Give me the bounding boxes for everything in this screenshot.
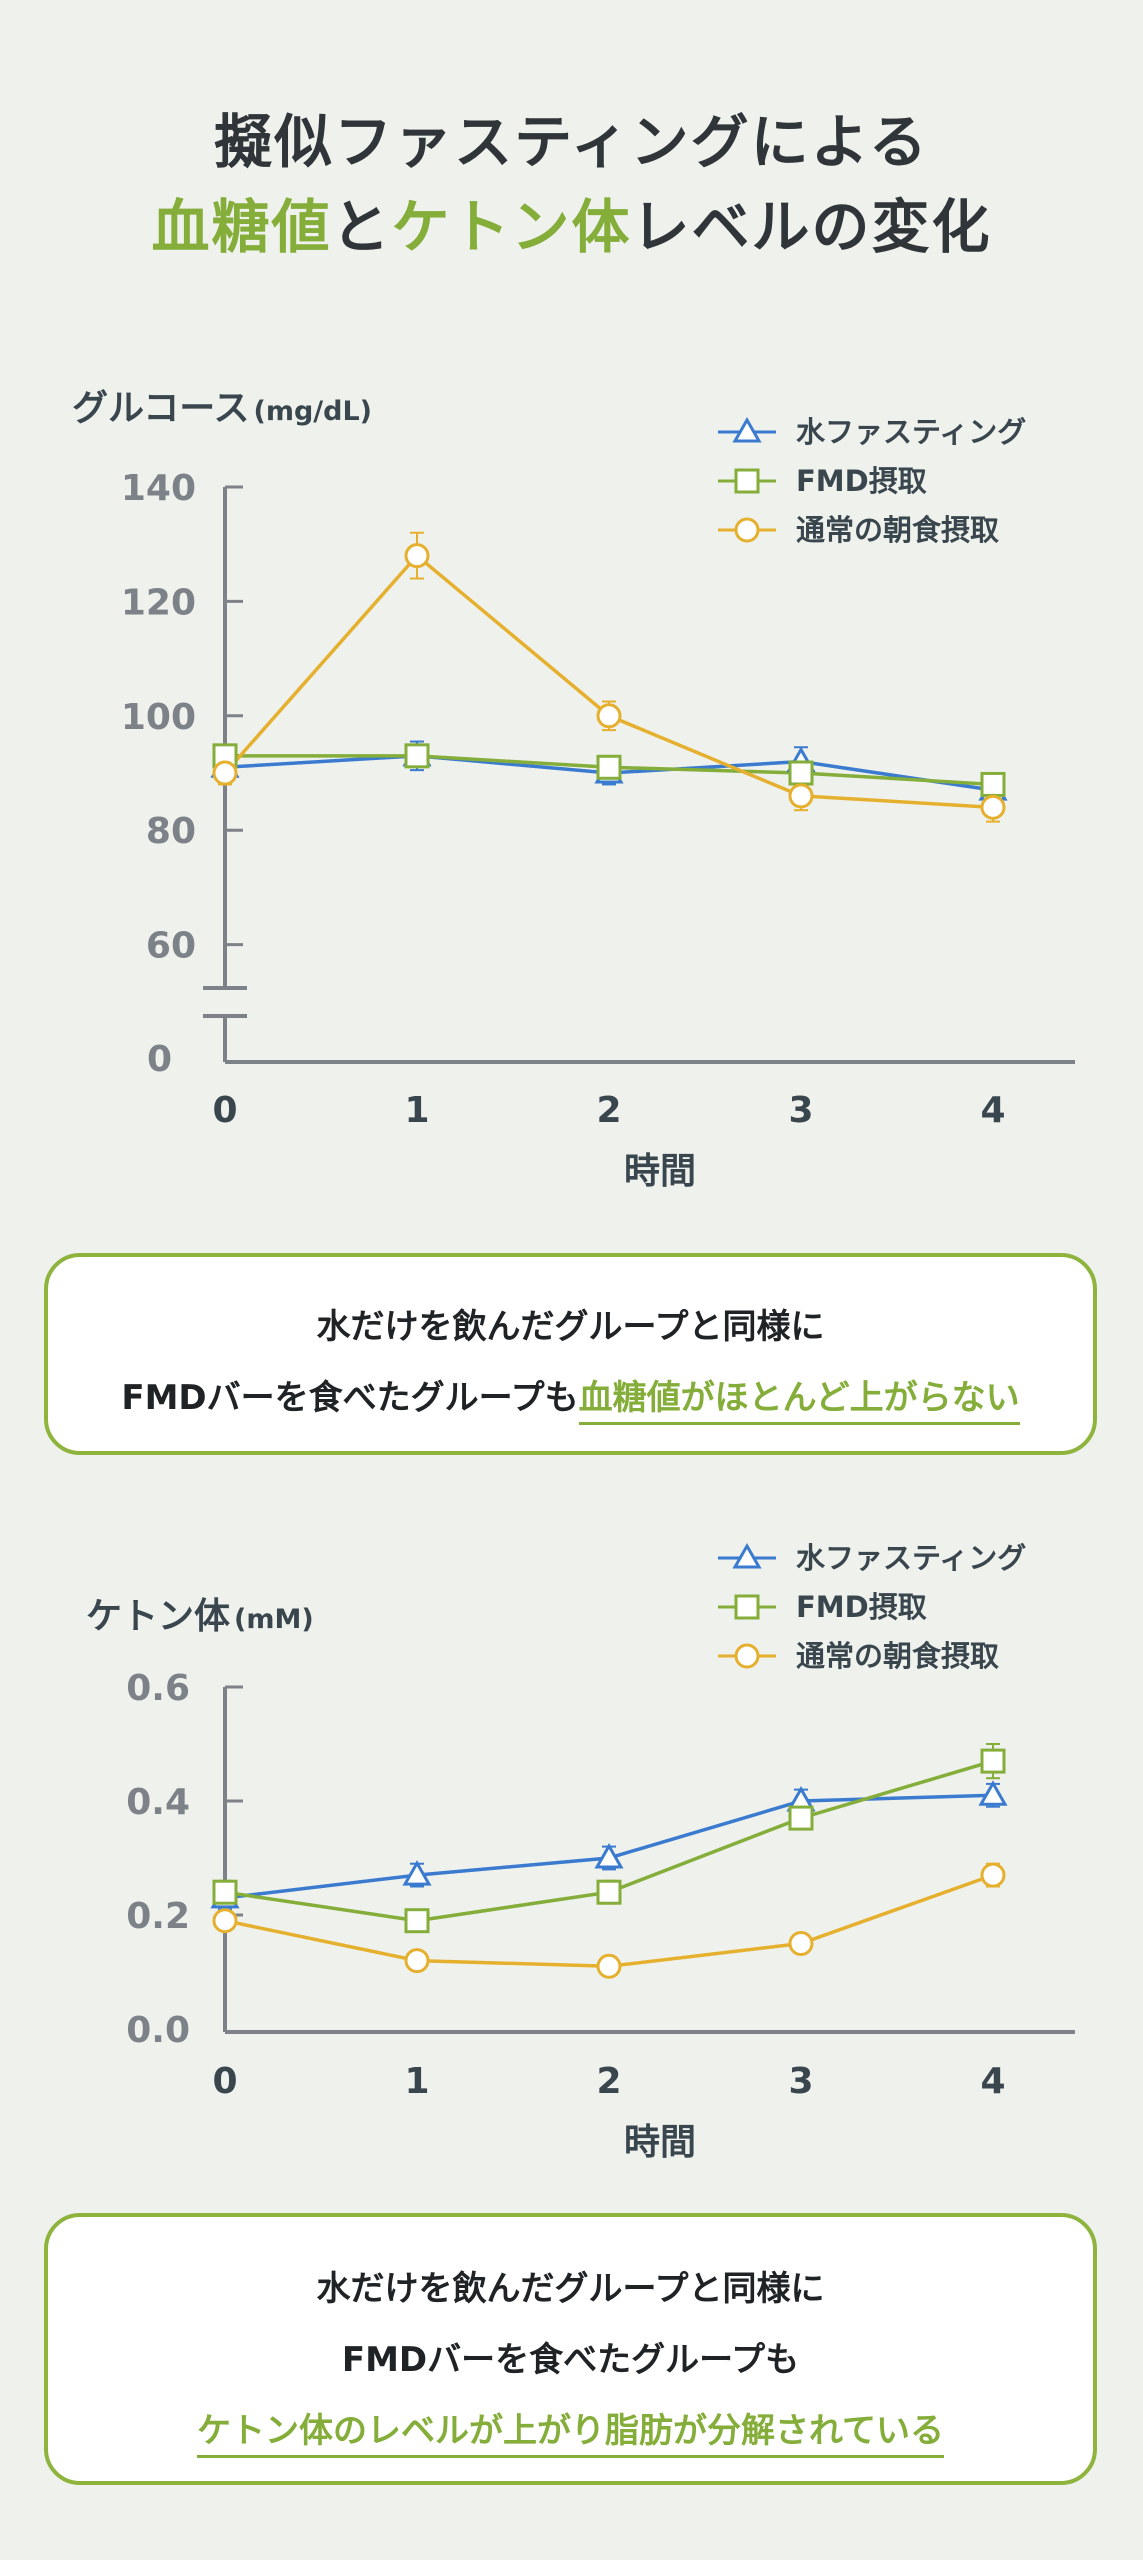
ketone-callout: 水だけを飲んだグループと同様に FMDバーを食べたグループも ケトン体のレベルが… <box>44 2213 1097 2485</box>
glucose-y-tick-label-0: 140 <box>121 468 196 509</box>
glucose-callout: 水だけを飲んだグループと同様に FMDバーを食べたグループも血糖値がほとんど上が… <box>44 1253 1097 1455</box>
ketone-point-2-2 <box>596 1953 622 1979</box>
legend-marker-0 <box>732 1542 762 1569</box>
glucose-point-2-1 <box>404 543 430 569</box>
glucose-y-tick-label-2: 100 <box>121 697 196 738</box>
ketone-axis-title: ケトン体 (mM) <box>86 1596 314 1637</box>
glucose-point-1-2 <box>596 754 622 780</box>
ketone-title-text: ケトン体 <box>86 1596 230 1637</box>
legend-label-1: FMD摂取 <box>796 1590 927 1624</box>
glucose-point-1-3 <box>788 760 814 786</box>
glucose-point-2-4 <box>980 794 1006 820</box>
glucose-x-tick-label-4: 4 <box>980 1090 1005 1131</box>
ketone-point-1-0 <box>212 1879 238 1905</box>
glucose-callout-highlight: 血糖値がほとんど上がらない <box>578 1378 1020 1425</box>
glucose-x-tick-label-2: 2 <box>596 1090 621 1131</box>
ketone-x-tick-label-2: 2 <box>596 2061 621 2102</box>
ketone-x-axis-label: 時間 <box>624 2122 696 2163</box>
glucose-point-1-4 <box>980 771 1006 797</box>
ketone-callout-line-2: FMDバーを食べたグループも <box>341 2340 800 2380</box>
glucose-axes: 140 120 100 80 60 00 1 2 3 4 時間 <box>121 468 1075 1192</box>
title-conjunction: と <box>331 193 392 261</box>
legend-label-2: 通常の朝食摂取 <box>796 1639 999 1673</box>
glucose-point-2-0 <box>212 760 238 786</box>
legend-marker-2 <box>734 517 760 543</box>
glucose-point-2-3 <box>788 783 814 809</box>
ketone-y-tick-label-3: 0.0 <box>126 2010 190 2051</box>
ketone-point-1-3 <box>788 1805 814 1831</box>
glucose-callout-line-1: 水だけを飲んだグループと同様に <box>316 1307 825 1347</box>
glucose-x-tick-label-0: 0 <box>212 1090 237 1131</box>
ketone-unit-text: (mM) <box>234 1604 314 1635</box>
ketone-axes: 0.6 0.4 0.2 0.0 0 1 2 3 4 時間 <box>126 1668 1075 2163</box>
title-blood-sugar: 血糖値 <box>151 193 332 261</box>
legend-marker-0 <box>732 416 762 443</box>
title-level-change: レベルの変化 <box>631 193 992 261</box>
glucose-callout-line-2: FMDバーを食べたグループも血糖値がほとんど上がらない <box>48 1370 1093 1425</box>
legend-label-0: 水ファスティング <box>796 1541 1026 1575</box>
ketone-point-2-3 <box>788 1931 814 1956</box>
glucose-x-tick-label-1: 1 <box>404 1090 429 1131</box>
ketone-point-0-1 <box>402 1860 432 1886</box>
ketone-x-tick-label-3: 3 <box>788 2061 813 2102</box>
ketone-y-tick-label-0: 0.6 <box>126 1668 190 1709</box>
ketone-callout-line-1: 水だけを飲んだグループと同様に <box>316 2269 825 2309</box>
ketone-x-tick-label-0: 0 <box>212 2061 237 2102</box>
ketone-point-1-4 <box>980 1748 1006 1774</box>
ketone-point-2-1 <box>404 1948 430 1974</box>
page-title-line-2: 血糖値とケトン体レベルの変化 <box>0 180 1143 264</box>
ketone-y-tick-label-2: 0.2 <box>126 1896 190 1937</box>
ketone-point-1-1 <box>404 1908 430 1934</box>
ketone-point-0-4 <box>978 1780 1008 1806</box>
glucose-y-tick-label-3: 80 <box>146 811 196 852</box>
legend-label-0: 水ファスティング <box>796 415 1026 449</box>
ketone-point-0-2 <box>594 1842 624 1869</box>
glucose-callout-prefix: FMDバーを食べたグループも <box>121 1378 579 1418</box>
ketone-x-tick-label-4: 4 <box>980 2061 1005 2102</box>
glucose-x-axis-label: 時間 <box>624 1151 696 1192</box>
ketone-callout-line-3: ケトン体のレベルが上がり脂肪が分解されている <box>48 2403 1093 2458</box>
glucose-x-tick-label-3: 3 <box>788 1090 813 1131</box>
glucose-y-tick-label-5: 0 <box>147 1039 172 1080</box>
ketone-point-2-0 <box>212 1908 238 1934</box>
legend-marker-1 <box>734 1594 760 1620</box>
legend-marker-2 <box>734 1643 760 1669</box>
glucose-series <box>210 531 1008 823</box>
legend-marker-1 <box>734 468 760 494</box>
glucose-unit-text: (mg/dL) <box>253 396 372 427</box>
legend-label-1: FMD摂取 <box>796 464 927 498</box>
ketone-x-tick-label-1: 1 <box>404 2061 429 2102</box>
glucose-axis-title: グルコース (mg/dL) <box>72 388 372 429</box>
page-title-line-1: 擬似ファスティングによる <box>214 108 929 176</box>
ketone-point-2-4 <box>980 1862 1006 1888</box>
glucose-point-1-1 <box>404 743 430 769</box>
glucose-y-tick-label-4: 60 <box>146 926 196 967</box>
glucose-point-2-2 <box>596 703 622 729</box>
ketone-point-1-2 <box>596 1879 622 1905</box>
glucose-title-text: グルコース <box>72 388 249 429</box>
legend-label-2: 通常の朝食摂取 <box>796 513 999 547</box>
ketone-callout-highlight: ケトン体のレベルが上がり脂肪が分解されている <box>197 2411 944 2458</box>
title-ketone: ケトン体 <box>391 193 632 261</box>
glucose-y-tick-label-1: 120 <box>121 582 196 623</box>
ketone-y-tick-label-1: 0.4 <box>126 1782 190 1823</box>
ketone-series <box>210 1743 1008 1979</box>
